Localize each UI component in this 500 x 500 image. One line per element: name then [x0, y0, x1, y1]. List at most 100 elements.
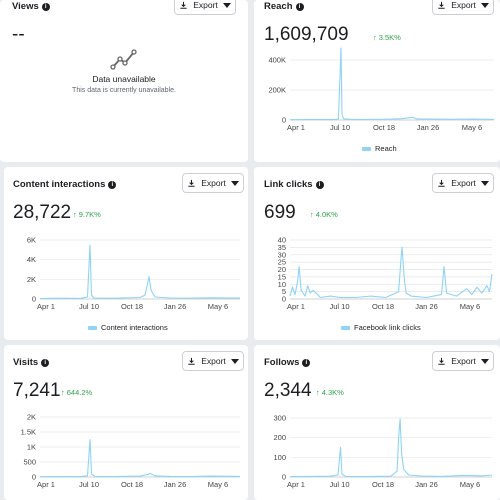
x-tick-label: Jul 10: [79, 302, 99, 311]
y-tick-label: 200: [273, 433, 286, 442]
y-tick-label: 35: [278, 243, 286, 252]
y-tick-label: 6K: [27, 236, 36, 245]
visits-value: 7,241: [13, 380, 61, 401]
link-clicks-title: Link clicks i: [264, 179, 324, 190]
x-tick-label: Oct 18: [372, 480, 394, 489]
arrow-up-icon: ↑: [73, 210, 77, 219]
link-clicks-export-button[interactable]: Export: [432, 173, 494, 193]
series-line: [39, 438, 241, 478]
y-tick-label: 0: [282, 116, 286, 125]
y-tick-label: 2K: [27, 275, 36, 284]
info-icon[interactable]: i: [295, 2, 304, 11]
reach-chart: 0 200K 400K Apr 1 Jul 10 Oct 18 Jan 26 May 6: [268, 47, 495, 132]
x-tick-label: Oct 18: [121, 302, 143, 311]
x-tick-label: May 6: [208, 480, 228, 489]
legend-swatch: [341, 325, 350, 330]
series-line: [289, 246, 493, 299]
x-tick-label: Apr 1: [37, 480, 55, 489]
visits-title: Visits i: [13, 357, 50, 368]
views-title: Views i: [12, 1, 50, 12]
views-value: --: [12, 24, 25, 45]
content-interactions-card: Content interactions i Export 28,722 ↑ 9.7…: [4, 167, 248, 340]
download-icon: [180, 1, 187, 9]
legend-swatch: [88, 325, 97, 330]
info-icon[interactable]: i: [302, 358, 311, 367]
content-interactions-export-button[interactable]: Export: [182, 173, 244, 193]
x-tick-label: Oct 18: [121, 480, 143, 489]
y-tick-label: 25: [278, 258, 286, 267]
arrow-up-icon: ↑: [61, 388, 65, 397]
x-tick-label: May 6: [460, 302, 480, 311]
x-tick-label: May 6: [208, 302, 228, 311]
y-tick-label: 4K: [27, 255, 36, 264]
content-interactions-legend: Content interactions: [88, 323, 168, 332]
x-tick-label: Jan 26: [415, 480, 438, 489]
x-tick-label: Oct 18: [372, 302, 394, 311]
y-tick-label: 1K: [27, 443, 36, 452]
x-tick-label: Jul 10: [329, 302, 349, 311]
follows-export-button[interactable]: Export: [432, 351, 494, 371]
x-tick-label: Jan 26: [164, 480, 187, 489]
content-interactions-chart: 0 2K 4K 6K Apr 1 Jul 10 Oct 18 Jan 26 May 6: [27, 236, 241, 311]
chevron-down-icon: [480, 358, 489, 364]
chevron-down-icon: [230, 358, 239, 364]
y-tick-label: 10: [278, 280, 286, 289]
y-tick-label: 5: [282, 287, 286, 296]
x-tick-label: Apr 1: [37, 302, 55, 311]
reach-value: 1,609,709: [264, 24, 349, 45]
visits-change: ↑ 644.2%: [61, 388, 93, 397]
chevron-down-icon: [480, 180, 489, 186]
series-line: [289, 418, 493, 478]
y-tick-label: 500: [23, 458, 36, 467]
y-tick-label: 20: [278, 265, 286, 274]
unavailable-text: This data is currently unavailable.: [72, 87, 176, 94]
series-line: [39, 244, 241, 300]
follows-chart: 0 100 200 300 Apr 1 Jul 10 Oct 18 Jan 26 May 6: [273, 414, 493, 489]
y-tick-label: 1.5K: [21, 428, 36, 437]
reach-export-button[interactable]: Export: [432, 0, 494, 15]
y-tick-label: 0: [32, 295, 36, 304]
reach-change: ↑ 3.5K%: [373, 33, 401, 42]
content-interactions-value: 28,722: [13, 202, 72, 223]
y-tick-label: 100: [273, 453, 286, 462]
follows-title: Follows i: [264, 357, 311, 368]
link-clicks-card: Link clicks i Export 699 ↑ 4.0K% 0 5 10 15 20 2…: [254, 167, 500, 340]
y-tick-label: 30: [278, 250, 286, 259]
y-tick-label: 200K: [268, 86, 286, 95]
x-tick-label: May 6: [460, 480, 480, 489]
arrow-up-icon: ↑: [373, 33, 377, 42]
info-icon[interactable]: i: [41, 358, 50, 367]
visits-export-button[interactable]: Export: [182, 351, 244, 371]
info-icon[interactable]: i: [315, 180, 324, 189]
x-tick-label: Oct 18: [373, 123, 395, 132]
chevron-down-icon: [230, 180, 239, 186]
x-tick-label: Jul 10: [329, 480, 349, 489]
x-tick-label: Jan 26: [417, 123, 440, 132]
arrow-up-icon: ↑: [310, 210, 314, 219]
x-tick-label: Jan 26: [164, 302, 187, 311]
info-icon[interactable]: i: [108, 180, 117, 189]
download-icon: [188, 357, 195, 365]
download-icon: [438, 179, 445, 187]
reach-title: Reach i: [264, 1, 304, 12]
content-interactions-change: ↑ 9.7K%: [73, 210, 101, 219]
views-export-button[interactable]: Export: [174, 0, 236, 15]
y-tick-label: 0: [282, 295, 286, 304]
arrow-up-icon: ↑: [316, 388, 320, 397]
y-tick-label: 0: [32, 473, 36, 482]
chevron-down-icon: [480, 2, 489, 8]
link-clicks-legend: Facebook link clicks: [341, 323, 421, 332]
download-icon: [188, 179, 195, 187]
y-tick-label: 0: [282, 473, 286, 482]
x-tick-label: Apr 1: [287, 123, 305, 132]
content-interactions-title: Content interactions i: [13, 179, 117, 190]
x-tick-label: Apr 1: [287, 302, 305, 311]
link-clicks-change: ↑ 4.0K%: [310, 210, 338, 219]
reach-card: Reach i Export 1,609,709 ↑ 3.5K% 0 200K 400K…: [254, 0, 500, 162]
x-tick-label: Jul 10: [330, 123, 350, 132]
x-tick-label: Apr 1: [287, 480, 305, 489]
download-icon: [438, 1, 445, 9]
info-icon[interactable]: i: [41, 2, 50, 11]
y-tick-label: 400K: [268, 56, 286, 65]
